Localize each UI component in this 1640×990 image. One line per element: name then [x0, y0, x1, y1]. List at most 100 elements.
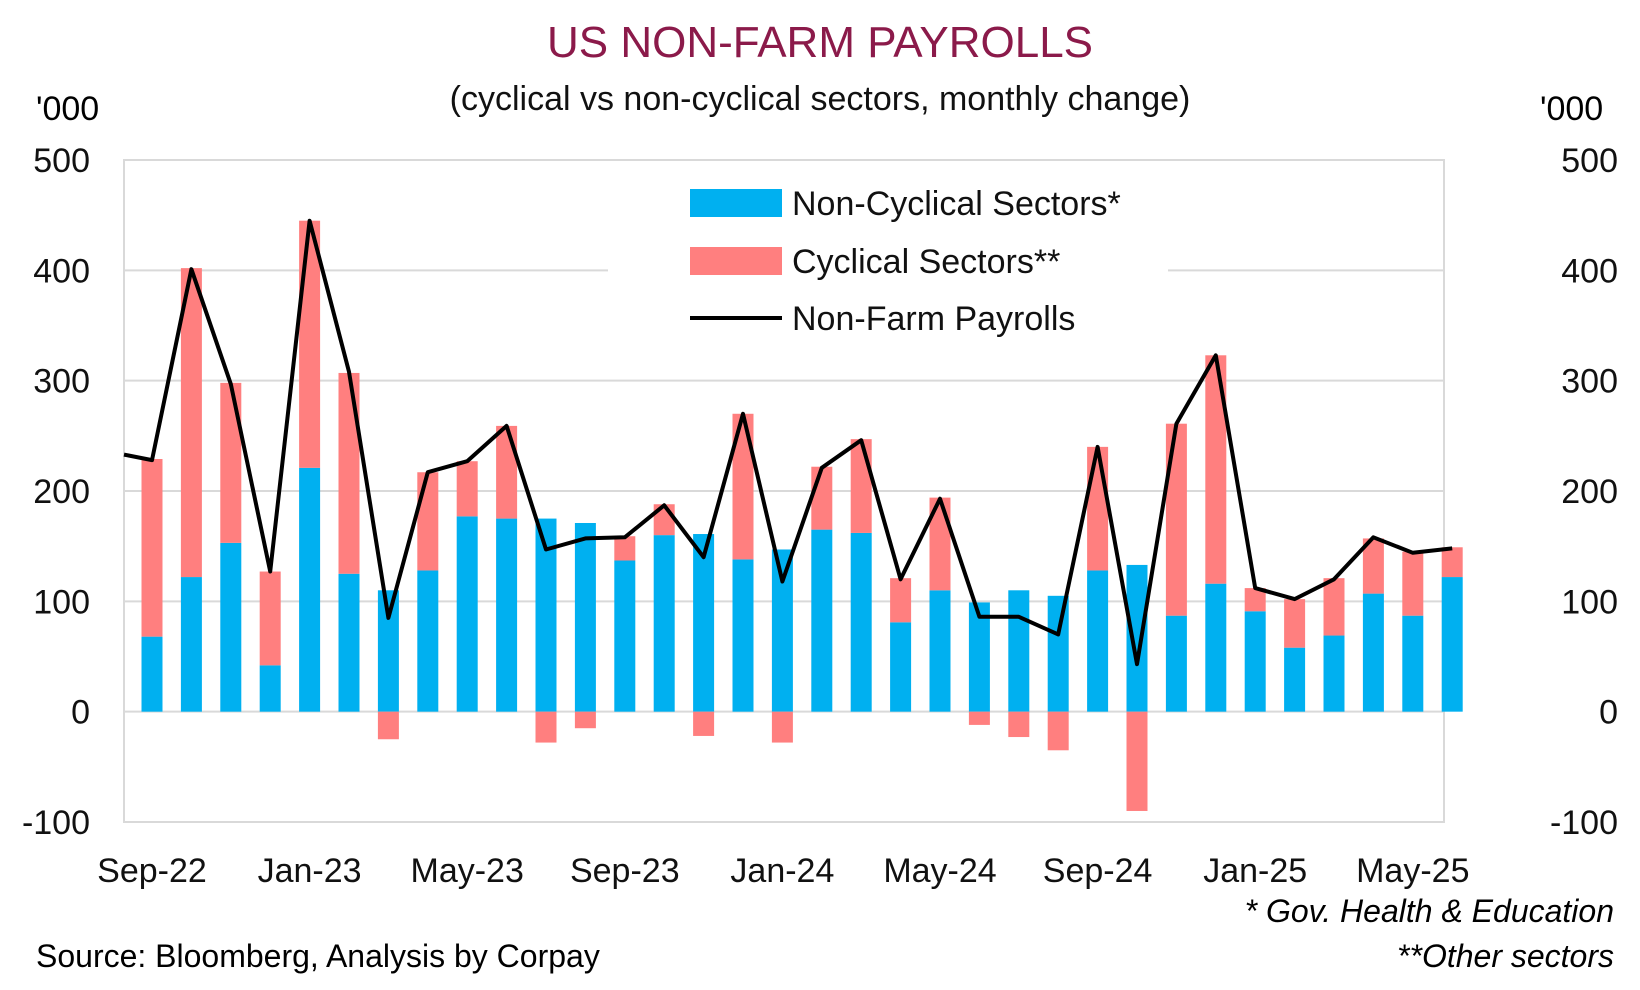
chart-title: US NON-FARM PAYROLLS — [546, 18, 1094, 67]
y-tick-label-left: 500 — [33, 142, 90, 180]
bar-cyclical — [890, 578, 912, 623]
x-tick-label: May-23 — [411, 852, 524, 890]
bar-non-cyclical — [732, 559, 754, 712]
bar-cyclical — [929, 497, 951, 591]
bar-non-cyclical — [850, 532, 872, 712]
bar-cyclical — [535, 711, 557, 743]
bar-non-cyclical — [653, 535, 675, 712]
bar-cyclical — [732, 413, 754, 560]
bar-cyclical — [299, 220, 321, 468]
x-tick-label: Jan-24 — [730, 852, 834, 890]
source-note: Source: Bloomberg, Analysis by Corpay — [36, 938, 600, 974]
footnote-cyclical: **Other sectors — [1397, 938, 1614, 974]
bar-non-cyclical — [180, 577, 202, 712]
x-tick-label: Jan-23 — [258, 852, 362, 890]
bar-non-cyclical — [299, 467, 321, 712]
bar-cyclical — [1323, 578, 1345, 636]
bar-cyclical — [220, 382, 242, 543]
bar-non-cyclical — [496, 518, 518, 712]
bar-cyclical — [259, 571, 281, 666]
bar-non-cyclical — [1402, 615, 1424, 712]
bar-cyclical — [338, 372, 360, 574]
bar-non-cyclical — [1008, 590, 1030, 712]
y-tick-label-right: 100 — [1561, 583, 1618, 621]
bar-cyclical — [1362, 538, 1384, 594]
bar-non-cyclical — [141, 636, 163, 712]
legend-swatch-non-cyclical — [690, 189, 782, 217]
bar-cyclical — [417, 472, 439, 571]
bar-non-cyclical — [1441, 577, 1463, 712]
bar-cyclical — [850, 439, 872, 533]
bar-non-cyclical — [535, 518, 557, 712]
bar-non-cyclical — [890, 622, 912, 712]
bar-cyclical — [456, 461, 478, 517]
bar-cyclical — [496, 425, 518, 519]
payrolls-line — [123, 218, 1453, 667]
bar-cyclical — [614, 536, 636, 561]
bar-cyclical — [377, 711, 399, 740]
bar-non-cyclical — [614, 560, 636, 712]
bar-non-cyclical — [1087, 570, 1109, 712]
footnote-non-cyclical: * Gov. Health & Education — [1244, 893, 1614, 929]
y-tick-label-left: 300 — [33, 363, 90, 401]
bar-cyclical — [1047, 711, 1069, 751]
legend-label: Cyclical Sectors** — [792, 243, 1060, 281]
x-tick-label: May-25 — [1356, 852, 1469, 890]
axes: 500 500 400 400 300 300 200 200 100 100 0 0 -100 -100… — [22, 142, 1618, 890]
y-tick-label-right: 500 — [1561, 142, 1618, 180]
y-tick-label-left: 200 — [33, 473, 90, 511]
bar-non-cyclical — [259, 665, 281, 712]
x-tick-label: Jan-25 — [1203, 852, 1307, 890]
bar-non-cyclical — [1205, 583, 1227, 712]
bars — [141, 220, 1463, 811]
y-tick-label-right: 400 — [1561, 252, 1618, 290]
bar-cyclical — [1244, 588, 1266, 612]
bar-cyclical — [771, 711, 793, 743]
bar-non-cyclical — [1362, 593, 1384, 712]
bar-non-cyclical — [1165, 615, 1187, 712]
bar-non-cyclical — [1284, 647, 1306, 712]
chart-subtitle: (cyclical vs non-cyclical sectors, month… — [449, 80, 1191, 118]
bar-non-cyclical — [929, 590, 951, 712]
bar-non-cyclical — [377, 590, 399, 712]
y-tick-label-right: -100 — [1550, 804, 1618, 842]
y-tick-label-left: -100 — [22, 804, 90, 842]
bar-non-cyclical — [574, 522, 596, 712]
bar-cyclical — [141, 459, 163, 637]
bar-non-cyclical — [1047, 595, 1069, 712]
bar-non-cyclical — [456, 516, 478, 712]
y-tick-label-left: 0 — [71, 694, 90, 732]
bar-non-cyclical — [417, 570, 439, 712]
bar-cyclical — [1402, 551, 1424, 616]
bar-cyclical — [1165, 423, 1187, 616]
bar-cyclical — [1441, 547, 1463, 578]
bar-cyclical — [693, 711, 715, 736]
y-tick-label-left: 100 — [33, 583, 90, 621]
y-axis-unit-left: '000 — [36, 90, 100, 128]
bar-cyclical — [1087, 446, 1109, 571]
bar-cyclical — [1126, 711, 1148, 811]
y-tick-label-right: 300 — [1561, 363, 1618, 401]
bar-non-cyclical — [1244, 611, 1266, 712]
legend-label: Non-Farm Payrolls — [792, 300, 1075, 338]
x-tick-label: Sep-22 — [97, 852, 207, 890]
bar-cyclical — [1205, 355, 1227, 584]
bar-non-cyclical — [338, 573, 360, 712]
bar-non-cyclical — [220, 542, 242, 712]
bar-non-cyclical — [968, 602, 990, 712]
x-tick-label: Sep-24 — [1043, 852, 1153, 890]
y-axis-unit-right: '000 — [1540, 90, 1604, 128]
legend-swatch-cyclical — [690, 247, 782, 275]
bar-cyclical — [811, 466, 833, 530]
bar-non-cyclical — [693, 534, 715, 712]
bar-non-cyclical — [811, 529, 833, 712]
bar-cyclical — [1284, 599, 1306, 648]
x-tick-label: Sep-23 — [570, 852, 680, 890]
bar-cyclical — [1008, 711, 1030, 738]
y-tick-label-left: 400 — [33, 252, 90, 290]
bar-cyclical — [968, 711, 990, 725]
y-tick-label-right: 200 — [1561, 473, 1618, 511]
bar-non-cyclical — [1323, 635, 1345, 712]
legend: Non-Cyclical Sectors* Cyclical Sectors** N… — [608, 175, 1168, 338]
